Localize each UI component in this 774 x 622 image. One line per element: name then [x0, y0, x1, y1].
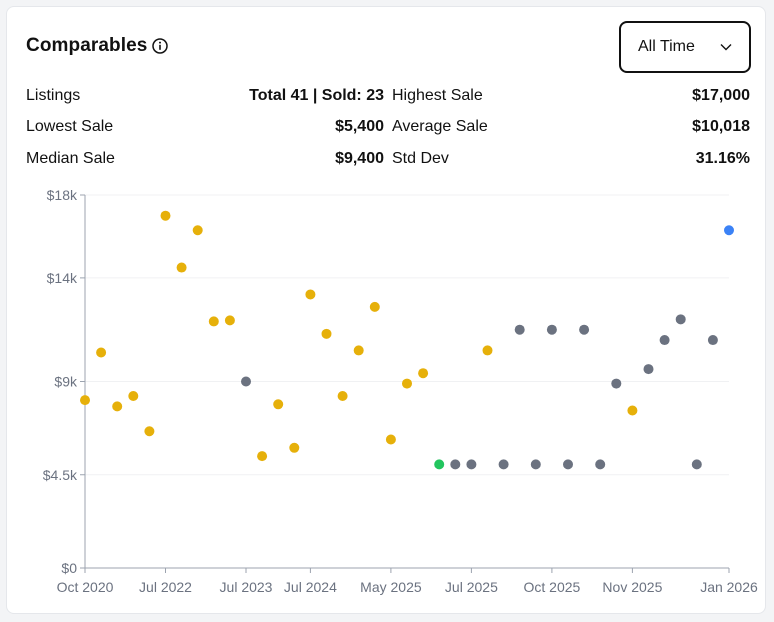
data-point	[321, 328, 332, 339]
stat-value: $5,400	[335, 118, 384, 135]
x-tick-label: Jul 2022	[139, 579, 192, 595]
data-point	[627, 405, 638, 416]
x-tick-label: Jan 2026	[700, 579, 758, 595]
data-point	[208, 316, 219, 327]
time-range-value: All Time	[638, 38, 695, 55]
data-point	[418, 368, 429, 379]
data-point	[305, 289, 316, 300]
stat-stddev: Std Dev 31.16%	[392, 150, 750, 172]
data-point	[659, 335, 670, 346]
stat-value: 31.16%	[695, 150, 750, 167]
info-icon[interactable]	[152, 38, 169, 54]
data-point	[192, 225, 203, 236]
data-point	[724, 225, 734, 236]
x-tick-label: May 2025	[360, 579, 422, 595]
data-point	[96, 347, 107, 358]
stat-value: $17,000	[692, 87, 750, 104]
x-tick-label: Oct 2020	[57, 579, 114, 595]
data-point	[289, 442, 300, 453]
data-point	[369, 301, 380, 312]
stat-value: $10,018	[692, 118, 750, 135]
comparables-card: Comparables All Time Listings Total 41 |…	[6, 6, 766, 614]
stat-average: Average Sale $10,018	[392, 118, 750, 140]
stat-lowest: Lowest Sale $5,400	[26, 118, 384, 140]
stat-highest: Highest Sale $17,000	[392, 87, 750, 109]
stat-median: Median Sale $9,400	[26, 150, 384, 172]
data-point	[579, 324, 590, 335]
scatter-chart: $0 $4.5k $9k $14k $18k Oct 2020 Jul 2022 Jul 20…	[43, 187, 758, 595]
stat-label: Listings	[26, 87, 81, 104]
data-point	[707, 335, 718, 346]
data-point	[643, 364, 654, 375]
x-tick-label: Jul 2025	[445, 579, 498, 595]
data-point	[112, 401, 123, 412]
data-point	[385, 434, 396, 445]
data-point	[273, 399, 284, 410]
stat-label: Average Sale	[392, 118, 488, 135]
time-range-select[interactable]: All Time	[619, 21, 751, 73]
x-tick-label: Oct 2025	[523, 579, 580, 595]
data-point	[144, 426, 155, 437]
y-tick-label: $4.5k	[43, 467, 78, 483]
data-point	[128, 391, 139, 402]
stat-label: Highest Sale	[392, 87, 483, 104]
data-point	[160, 210, 171, 221]
x-tick-label: Jul 2024	[284, 579, 337, 595]
data-point	[498, 459, 509, 470]
stat-value: $9,400	[335, 150, 384, 167]
card-header: Comparables	[26, 35, 169, 57]
y-tick-label: $18k	[47, 187, 78, 203]
data-point	[176, 262, 187, 273]
data-point	[241, 376, 251, 387]
data-point	[546, 324, 557, 335]
chevron-down-icon	[720, 44, 732, 51]
data-point	[611, 378, 622, 389]
card-title: Comparables	[26, 35, 148, 56]
data-point	[691, 459, 702, 470]
data-point	[563, 459, 573, 470]
y-tick-label: $0	[61, 560, 77, 576]
x-tick-label: Jul 2023	[220, 579, 273, 595]
y-tick-label: $14k	[47, 270, 78, 286]
stat-listings: Listings Total 41 | Sold: 23	[26, 87, 384, 109]
data-point	[595, 459, 606, 470]
data-point	[482, 345, 493, 356]
data-point	[434, 459, 445, 470]
stat-label: Median Sale	[26, 150, 115, 167]
data-point	[675, 314, 686, 325]
stat-value: Total 41 | Sold: 23	[249, 87, 384, 104]
data-point	[80, 395, 90, 406]
data-point	[466, 459, 477, 470]
stat-label: Std Dev	[392, 150, 449, 167]
data-point	[530, 459, 541, 470]
stat-label: Lowest Sale	[26, 118, 114, 135]
data-point	[353, 345, 364, 356]
data-point	[402, 378, 412, 389]
data-point	[224, 315, 235, 326]
data-point	[337, 391, 348, 402]
x-tick-label: Nov 2025	[602, 579, 662, 595]
y-tick-label: $9k	[54, 374, 78, 390]
data-point	[257, 451, 268, 462]
data-point	[514, 324, 525, 335]
data-point	[450, 459, 461, 470]
